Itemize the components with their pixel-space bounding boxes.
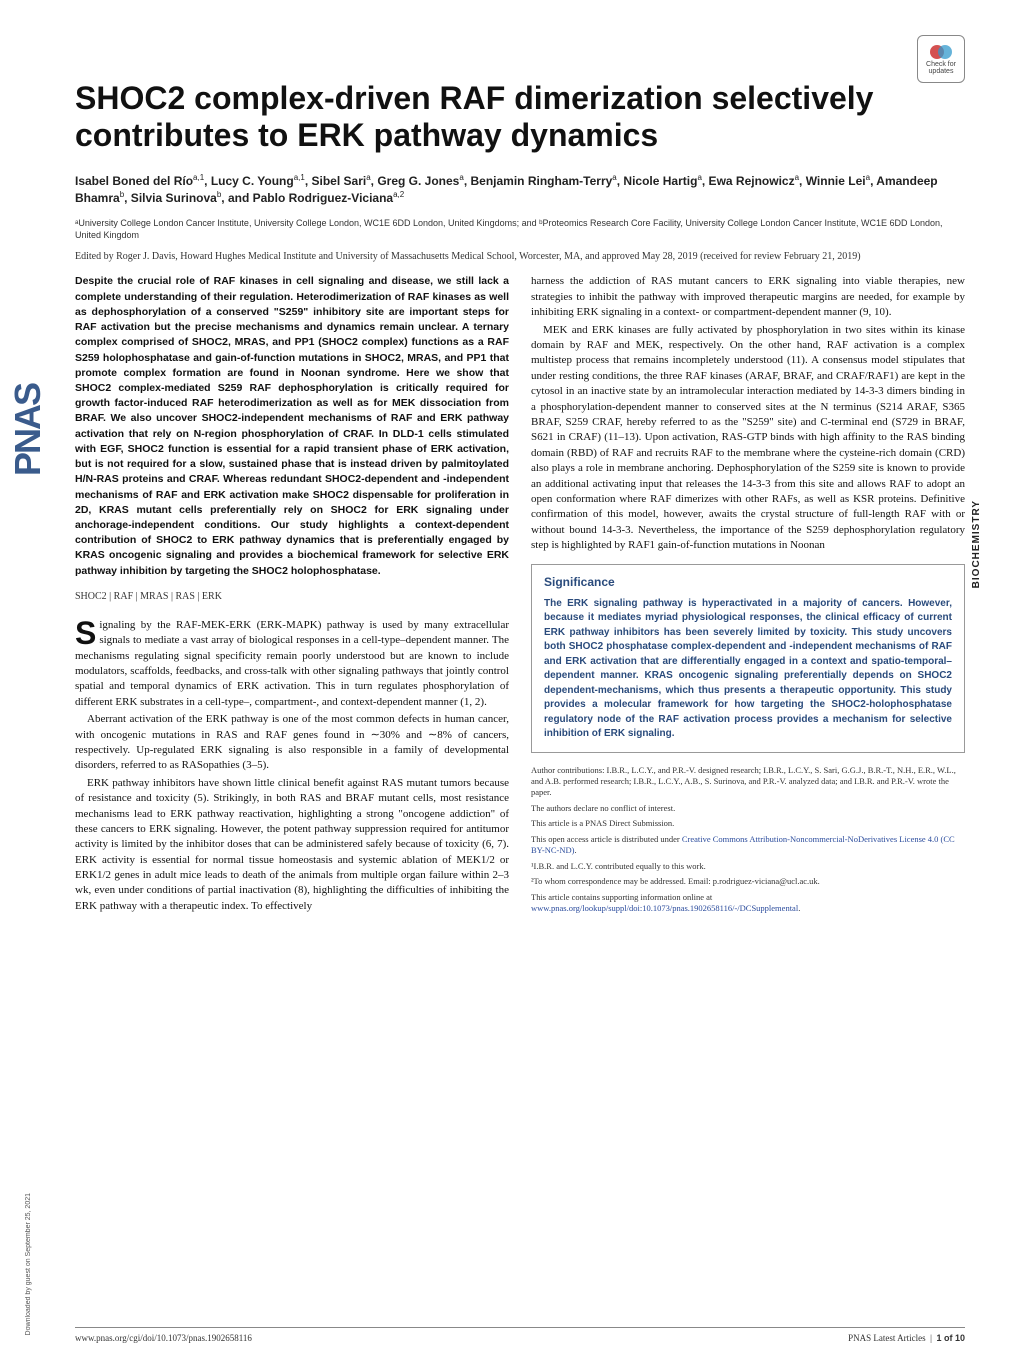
left-column: Despite the crucial role of RAF kinases … [75, 274, 509, 918]
license-prefix: This open access article is distributed … [531, 834, 682, 844]
check-updates-icon [929, 43, 953, 61]
supplementary-line: This article contains supporting informa… [531, 892, 965, 915]
body-p3: ERK pathway inhibitors have shown little… [75, 776, 509, 915]
pnas-logo-vertical: PNAS [8, 280, 48, 580]
significance-text: The ERK signaling pathway is hyperactiva… [544, 597, 952, 742]
conflict-statement: The authors declare no conflict of inter… [531, 803, 965, 814]
author-list: Isabel Boned del Ríoa,1, Lucy C. Younga,… [75, 172, 965, 208]
supp-prefix: This article contains supporting informa… [531, 892, 712, 902]
body-p1: Signaling by the RAF-MEK-ERK (ERK-MAPK) … [75, 618, 509, 710]
significance-title: Significance [544, 575, 952, 589]
significance-box: Significance The ERK signaling pathway i… [531, 564, 965, 753]
body-p1-text: ignaling by the RAF-MEK-ERK (ERK-MAPK) p… [75, 619, 509, 708]
affiliations: ᵃUniversity College London Cancer Instit… [75, 217, 965, 241]
footer-right: PNAS Latest Articles | 1 of 10 [848, 1333, 965, 1343]
equal-contribution: ¹I.B.R. and L.C.Y. contributed equally t… [531, 861, 965, 872]
license-line: This open access article is distributed … [531, 834, 965, 857]
check-updates-badge[interactable]: Check for updates [917, 35, 965, 83]
doi-link[interactable]: www.pnas.org/cgi/doi/10.1073/pnas.190265… [75, 1333, 252, 1343]
right-column: harness the addiction of RAS mutant canc… [531, 274, 965, 918]
article-page: SHOC2 complex-driven RAF dimerization se… [75, 80, 965, 919]
supp-link[interactable]: www.pnas.org/lookup/suppl/doi:10.1073/pn… [531, 903, 798, 913]
page-footer: www.pnas.org/cgi/doi/10.1073/pnas.190265… [75, 1327, 965, 1343]
article-title: SHOC2 complex-driven RAF dimerization se… [75, 80, 965, 154]
footer-journal: PNAS Latest Articles [848, 1333, 926, 1343]
edited-by: Edited by Roger J. Davis, Howard Hughes … [75, 251, 965, 262]
body-p2: Aberrant activation of the ERK pathway i… [75, 712, 509, 774]
body-text-right: harness the addiction of RAS mutant canc… [531, 274, 965, 553]
correspondence: ²To whom correspondence may be addressed… [531, 876, 965, 887]
author-contributions: Author contributions: I.B.R., L.C.Y., an… [531, 765, 965, 799]
footnotes: Author contributions: I.B.R., L.C.Y., an… [531, 765, 965, 915]
keywords: SHOC2 | RAF | MRAS | RAS | ERK [75, 591, 509, 602]
badge-text-1: Check for [926, 61, 956, 68]
badge-text-2: updates [929, 68, 954, 75]
two-column-layout: Despite the crucial role of RAF kinases … [75, 274, 965, 918]
abstract: Despite the crucial role of RAF kinases … [75, 274, 509, 578]
download-info: Downloaded by guest on September 25, 202… [25, 1193, 32, 1335]
direct-submission: This article is a PNAS Direct Submission… [531, 818, 965, 829]
body-r-p2: MEK and ERK kinases are fully activated … [531, 323, 965, 554]
body-r-p1: harness the addiction of RAS mutant canc… [531, 274, 965, 320]
dropcap: S [75, 618, 99, 647]
body-text-left: Signaling by the RAF-MEK-ERK (ERK-MAPK) … [75, 618, 509, 914]
category-label: BIOCHEMISTRY [971, 500, 982, 588]
page-number: 1 of 10 [936, 1333, 965, 1343]
